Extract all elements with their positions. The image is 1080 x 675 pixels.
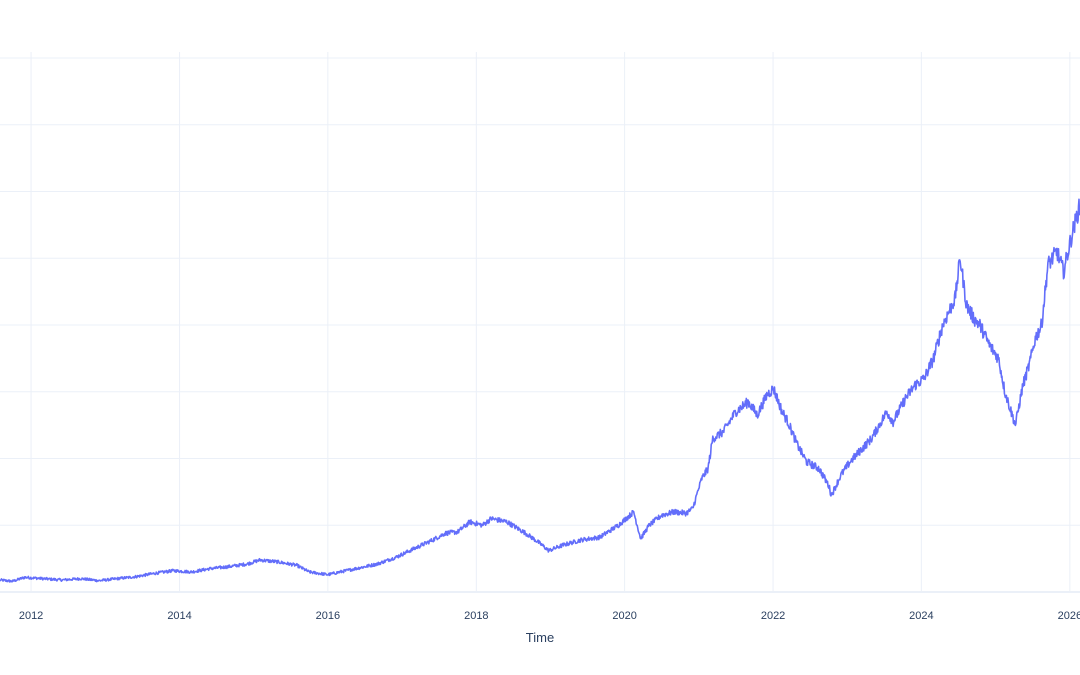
x-axis-title: Time (526, 630, 554, 645)
series-line-0 (0, 198, 1080, 583)
x-tick-label: 2026 (1058, 610, 1080, 622)
x-tick-label: 2014 (167, 610, 191, 622)
grid-lines (0, 52, 1080, 593)
x-tick-label: 2016 (316, 610, 340, 622)
x-tick-label: 2018 (464, 610, 488, 622)
x-tick-label: 2020 (612, 610, 636, 622)
x-tick-label: 2012 (19, 610, 43, 622)
x-tick-label: 2022 (761, 610, 785, 622)
x-axis: 2012 2014 2016 2018 2020 2022 2024 2026 (19, 610, 1080, 622)
x-tick-label: 2024 (909, 610, 933, 622)
series-layer (0, 198, 1080, 583)
